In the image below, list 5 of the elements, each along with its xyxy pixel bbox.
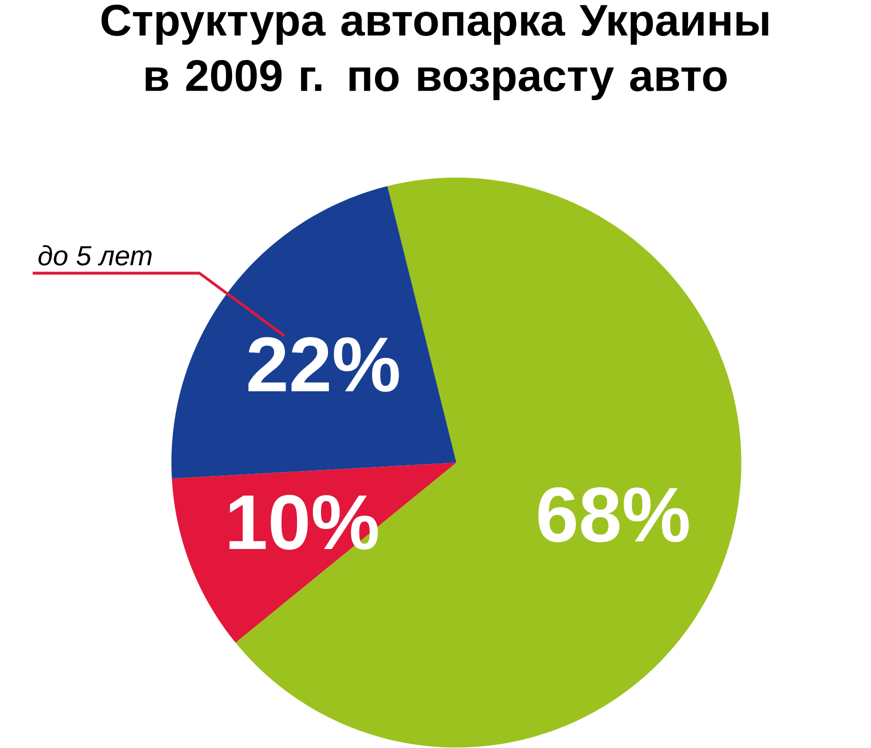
data-label: 10% <box>230 495 378 550</box>
data-label: 22% <box>248 337 399 392</box>
chart-title: Структура автопарка Украины в 2009 г. по возрасту авто <box>102 4 768 100</box>
data-label: 68% <box>538 488 689 542</box>
slice-label: до 5 лет <box>38 245 152 266</box>
